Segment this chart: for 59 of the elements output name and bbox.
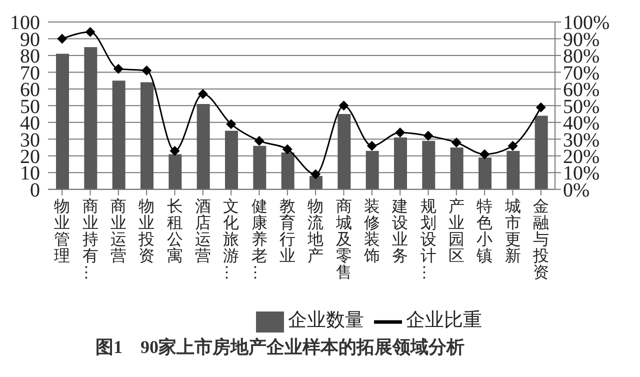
point — [508, 140, 518, 151]
y-tick-label: 0 — [30, 179, 40, 202]
x-tick-label: 物业管理 — [54, 198, 70, 265]
x-tick-label: 健康养老… — [250, 198, 268, 280]
bar — [196, 104, 210, 190]
bar — [112, 80, 126, 190]
bar — [338, 114, 351, 190]
y2-tick-label: 0% — [563, 179, 590, 202]
bar — [506, 150, 520, 190]
x-tick-label: 物业投资 — [138, 198, 155, 265]
x-tick-label: 建设业务 — [391, 197, 408, 265]
x-tick-label: 规划设计… — [419, 198, 436, 280]
x-tick-label: 物流地产 — [306, 198, 324, 265]
point — [170, 146, 180, 156]
bar — [450, 148, 464, 190]
point — [254, 136, 264, 146]
point — [310, 169, 321, 180]
x-tick-label: 金融与投资 — [532, 198, 549, 282]
x-tick-label: 长租公寓 — [166, 197, 183, 265]
bar — [140, 82, 154, 190]
x-tick-label: 教育行业 — [279, 198, 296, 265]
point — [338, 100, 349, 111]
x-tick-label: 商业持有… — [81, 197, 98, 280]
bar — [366, 150, 379, 190]
point — [423, 130, 434, 141]
x-tick-label: 装修装饰 — [362, 197, 380, 265]
point — [536, 102, 546, 112]
point — [113, 64, 124, 74]
point — [85, 27, 96, 38]
bar — [56, 54, 69, 190]
point — [198, 88, 208, 99]
bar — [422, 140, 436, 190]
bar — [310, 176, 322, 190]
x-tick-label: 产业园区 — [448, 197, 464, 265]
x-tick-label: 特色小镇 — [476, 197, 493, 265]
legend-label: 企业数量 — [288, 310, 364, 332]
bar — [394, 137, 407, 190]
x-tick-label: 酒店运营 — [194, 197, 211, 265]
bar — [84, 47, 98, 190]
x-tick-label: 商城及零售 — [334, 197, 352, 282]
point — [282, 144, 292, 154]
point — [366, 140, 377, 151]
bar — [478, 158, 492, 190]
point — [226, 119, 236, 130]
bar — [281, 152, 294, 190]
legend-label: 企业比重 — [406, 310, 482, 332]
x-tick-label: 文化旅游… — [222, 197, 240, 280]
text: 图1 90家上市房地产企业样本的拓展领域分析 — [94, 336, 466, 358]
x-tick-label: 城市更新 — [504, 197, 521, 265]
point — [57, 34, 68, 44]
point — [480, 149, 490, 160]
x-tick-label: 商业运营 — [110, 197, 126, 265]
bar — [168, 154, 182, 190]
point — [395, 127, 406, 138]
bar — [225, 130, 238, 190]
point — [451, 138, 462, 148]
point — [142, 66, 152, 76]
bar — [253, 146, 266, 190]
bar — [534, 116, 548, 190]
